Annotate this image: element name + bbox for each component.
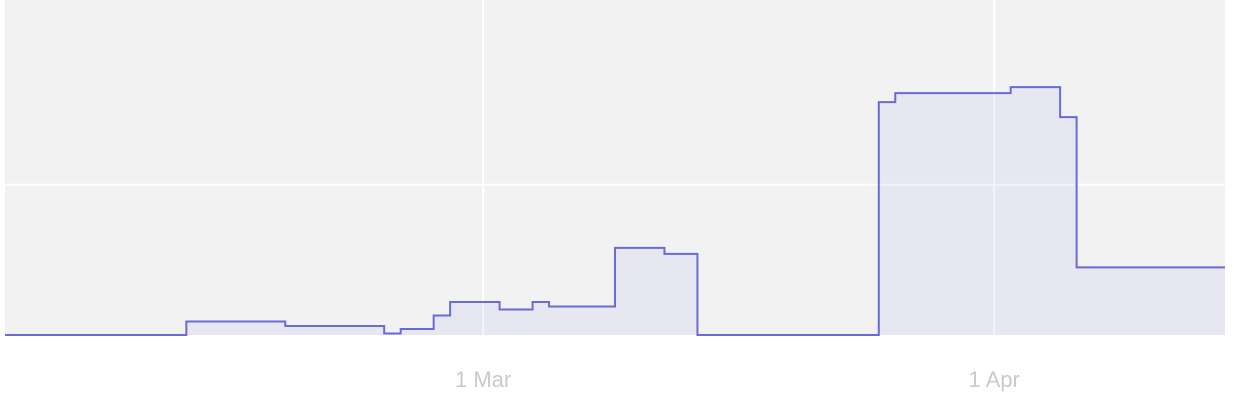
x-tick-label: 1 Apr bbox=[969, 367, 1020, 392]
area bbox=[5, 87, 1225, 336]
x-tick-label: 1 Mar bbox=[455, 367, 511, 392]
line bbox=[5, 86, 1225, 336]
